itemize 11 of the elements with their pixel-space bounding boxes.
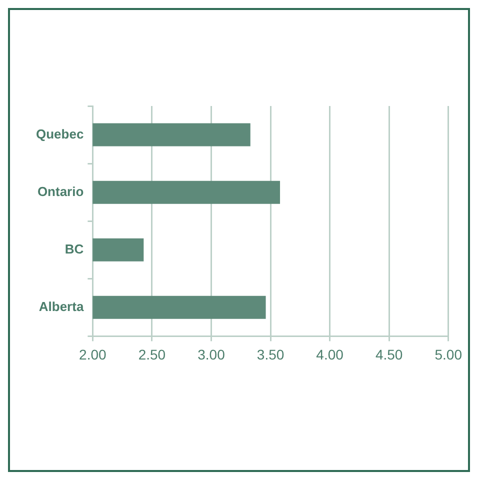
x-tick-label: 3.50 [256, 346, 284, 362]
x-tick-label: 4.00 [316, 346, 344, 362]
x-tick-label: 4.50 [375, 346, 403, 362]
y-tick-label: Ontario [37, 184, 84, 199]
y-tick-label: Quebec [36, 126, 84, 142]
x-tick-label: 2.50 [138, 346, 166, 362]
y-tick-label: BC [64, 241, 84, 256]
y-tick-label: Alberta [38, 299, 84, 314]
x-tick-label: 3.00 [198, 346, 226, 362]
x-tick-label: 5.00 [434, 346, 462, 362]
x-tick-label: 2.00 [79, 346, 107, 362]
